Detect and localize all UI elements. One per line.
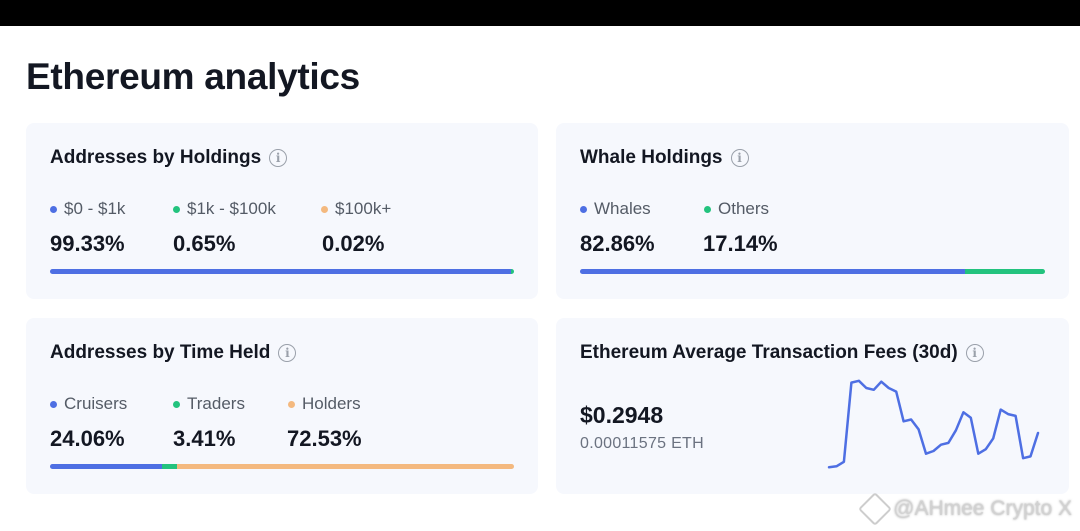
legend-label: $0 - $1k [64,199,126,218]
watermark: @AHmee Crypto X [858,492,1072,526]
fee-price-usd: $0.2948 [580,402,664,428]
legend-label: $1k - $100k [187,199,276,218]
legend-label: Holders [302,394,361,413]
legend-item-100k-plus: $100k+ [321,199,391,219]
holdings-title-text: Addresses by Holdings [50,147,262,168]
legend-label: Whales [594,199,651,218]
fees-card-title: Ethereum Average Transaction Fees (30d) … [580,342,984,364]
watermark-logo-icon [858,492,893,526]
legend-item-0-1k: $0 - $1k [50,199,125,219]
green-dot-icon [173,400,180,408]
value-holders: 72.53% [287,426,362,451]
info-icon[interactable]: i [269,149,288,167]
page-title: Ethereum analytics [26,56,360,97]
time-held-card: Addresses by Time Held i Cruisers Trader… [26,318,538,494]
value-0-1k: 99.33% [50,231,125,256]
holdings-card-title: Addresses by Holdings i [50,147,288,169]
legend-item-traders: Traders [173,394,245,414]
value-others: 17.14% [703,231,778,256]
green-dot-icon [704,205,711,213]
bar-segment [580,269,966,274]
legend-item-others: Others [704,199,769,219]
legend-label: Cruisers [64,394,128,413]
blue-dot-icon [580,205,587,213]
legend-label: Others [718,199,770,218]
blue-dot-icon [50,205,57,213]
legend-item-cruisers: Cruisers [50,394,127,414]
orange-dot-icon [321,205,328,213]
whale-title-text: Whale Holdings [580,147,723,168]
fee-price-eth: 0.00011575 ETH [580,435,704,452]
time-held-card-title: Addresses by Time Held i [50,342,297,364]
value-traders: 3.41% [173,426,236,451]
legend-item-1k-100k: $1k - $100k [173,199,276,219]
time-held-title-text: Addresses by Time Held [50,342,271,363]
blue-dot-icon [50,400,57,408]
whale-legend: Whales Others [580,199,1045,221]
legend-item-holders: Holders [288,394,361,414]
legend-label: Traders [187,394,245,413]
fees-title-text: Ethereum Average Transaction Fees (30d) [580,342,958,363]
fee-sparkline [827,379,1040,469]
whale-values: 82.86% 17.14% [580,231,1045,259]
fees-card: Ethereum Average Transaction Fees (30d) … [556,318,1069,494]
bar-segment [177,464,514,469]
green-dot-icon [173,205,180,213]
holdings-card: Addresses by Holdings i $0 - $1k $1k - $… [26,123,538,299]
time-held-values: 24.06% 3.41% 72.53% [50,426,514,454]
info-icon[interactable]: i [965,344,984,362]
watermark-text: @AHmee Crypto X [893,497,1072,520]
value-100k-plus: 0.02% [322,231,385,256]
legend-item-whales: Whales [580,199,651,219]
sparkline-series [827,379,1040,469]
bar-segment [510,269,514,274]
time-held-legend: Cruisers Traders Holders [50,394,514,416]
bar-segment [161,464,178,469]
orange-dot-icon [288,400,295,408]
analytics-page: Ethereum analytics Addresses by Holdings… [0,26,1080,531]
bar-segment [965,269,1045,274]
value-cruisers: 24.06% [50,426,125,451]
whale-card-title: Whale Holdings i [580,147,749,169]
info-icon[interactable]: i [730,149,749,167]
legend-label: $100k+ [335,199,392,218]
whale-distribution-bar [580,269,1045,274]
time-held-distribution-bar [50,464,514,469]
holdings-legend: $0 - $1k $1k - $100k $100k+ [50,199,514,221]
bar-segment [50,464,162,469]
value-whales: 82.86% [580,231,655,256]
info-icon[interactable]: i [278,344,297,362]
whale-card: Whale Holdings i Whales Others 82.86% 17… [556,123,1069,299]
holdings-values: 99.33% 0.65% 0.02% [50,231,514,259]
bar-segment [50,269,511,274]
value-1k-100k: 0.65% [173,231,236,256]
holdings-distribution-bar [50,269,514,274]
